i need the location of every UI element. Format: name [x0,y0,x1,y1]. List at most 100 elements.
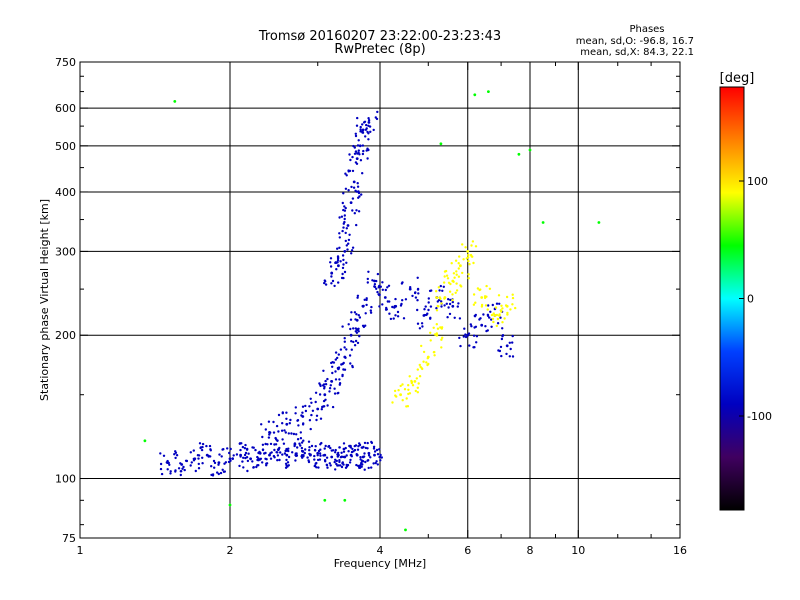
data-point [401,399,404,402]
data-point [338,216,341,219]
data-point [352,144,355,148]
data-point [440,305,443,308]
colorbar-tick-label: -100 [747,410,772,423]
data-point [337,353,340,356]
data-point [256,455,259,459]
data-point [173,453,176,456]
data-point [416,391,419,394]
data-point [320,441,323,445]
y-tick-label: 600 [55,102,76,115]
data-point [451,298,454,302]
data-point [393,389,397,393]
data-point [383,296,387,299]
data-point [343,340,346,343]
data-point [265,458,268,461]
data-point [359,456,362,459]
data-point [373,450,377,453]
data-point [338,460,341,464]
data-point [341,325,344,328]
data-point [261,461,264,464]
data-point [323,387,326,390]
data-point [476,287,480,290]
data-point [353,152,357,155]
data-point [353,146,356,149]
data-point [494,306,498,309]
data-point [351,447,354,451]
data-point [258,450,261,454]
data-point [251,460,254,463]
data-point [222,448,225,451]
data-point [310,401,313,404]
data-point [159,462,163,466]
data-point [489,310,492,313]
data-point [429,331,432,334]
data-point [308,419,312,422]
data-point [478,288,481,292]
data-point [399,393,402,397]
data-point [448,312,452,316]
data-point [360,461,363,464]
data-point [286,461,290,464]
data-point [498,314,501,317]
data-point [457,262,460,265]
data-point [198,442,202,445]
data-point [461,243,464,246]
data-point [345,244,348,247]
data-point [201,442,205,446]
data-point [367,270,370,273]
data-point [328,462,331,465]
data-point [302,439,305,442]
data-point [474,245,478,248]
data-point [404,298,408,301]
data-point [372,447,376,450]
data-point [269,457,273,460]
data-point [386,286,389,289]
data-point [324,283,328,286]
data-point [333,284,336,288]
data-point [379,285,382,288]
data-point [417,292,420,295]
data-point [285,458,288,462]
data-point [296,438,300,441]
data-point [343,220,346,224]
data-point [363,298,366,301]
data-point [279,451,282,454]
data-point [375,287,378,290]
data-point [283,429,286,432]
data-point [268,433,271,436]
data-point [284,466,288,469]
data-point [342,442,346,445]
data-point [349,201,353,205]
data-point [466,250,470,253]
data-point [486,313,490,316]
data-point [228,503,232,507]
data-point [352,327,355,330]
data-point [339,348,343,351]
data-point [265,462,268,465]
data-point [309,427,312,431]
data-point [376,272,380,276]
data-point [449,282,452,286]
data-point [325,456,329,459]
data-point [353,311,357,314]
data-point [345,261,348,264]
data-point [438,289,441,292]
data-point [452,280,455,283]
data-point [315,466,318,469]
data-point [232,454,235,457]
data-point [235,453,239,456]
data-point [159,467,163,471]
data-point [497,294,501,297]
data-point [364,324,367,327]
data-point [362,445,365,449]
data-point [238,464,241,468]
data-point [330,380,333,383]
data-point [379,453,382,457]
data-point [416,368,419,371]
data-point [266,443,269,446]
data-point [454,259,458,262]
data-point [496,317,500,321]
data-point [498,302,501,305]
data-point [437,286,440,289]
data-point [301,405,305,408]
